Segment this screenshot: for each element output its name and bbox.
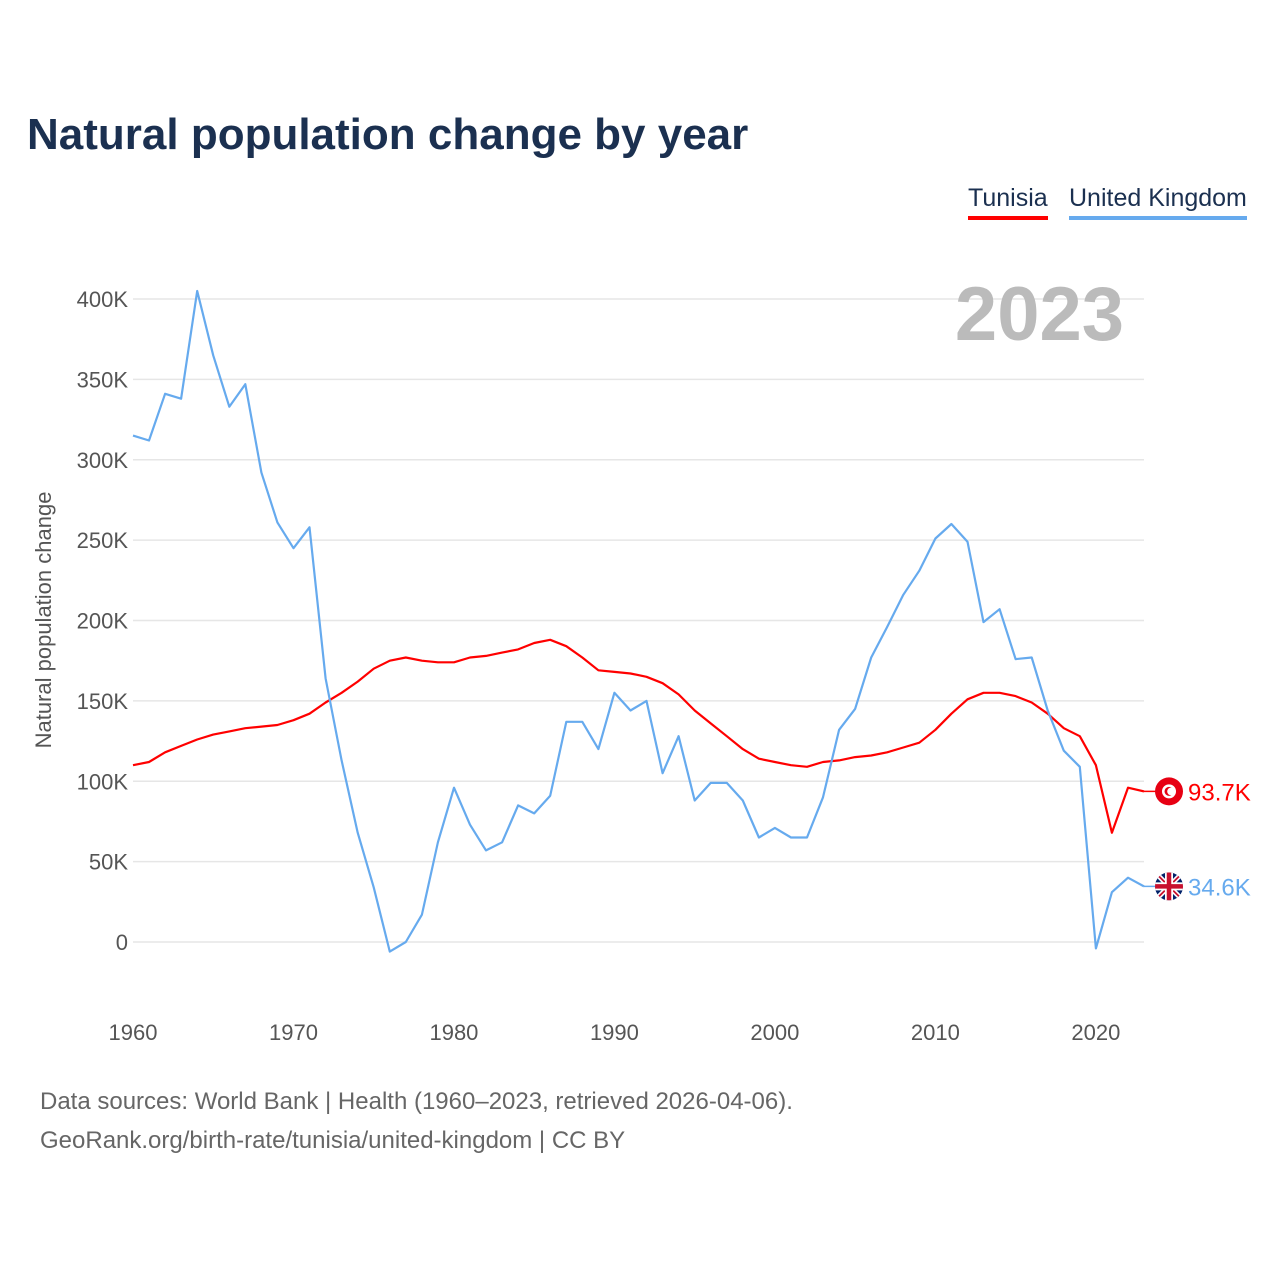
chart-title: Natural population change by year xyxy=(27,110,749,159)
series-line-united-kingdom xyxy=(132,289,1145,953)
uk-flag-icon xyxy=(1155,872,1183,901)
y-tick-label: 200K xyxy=(77,609,129,634)
y-tick-label: 250K xyxy=(77,528,129,553)
y-tick-label: 300K xyxy=(77,448,129,473)
flag-crescent-cut xyxy=(1167,787,1175,796)
x-tick-label: 2000 xyxy=(750,1020,799,1045)
tunisia-flag-icon xyxy=(1155,777,1183,806)
series-line-tunisia xyxy=(132,638,1145,834)
y-axis-label: Natural population change xyxy=(31,492,56,749)
x-tick-label: 2010 xyxy=(911,1020,960,1045)
footer-sources: Data sources: World Bank | Health (1960–… xyxy=(40,1088,793,1115)
x-tick-label: 1980 xyxy=(429,1020,478,1045)
x-tick-label: 1990 xyxy=(590,1020,639,1045)
y-tick-label: 150K xyxy=(77,689,129,714)
end-value-label: 93.7K xyxy=(1188,779,1251,806)
flag-body xyxy=(1155,872,1183,901)
flag-cross-red xyxy=(1155,872,1183,901)
y-tick-label: 50K xyxy=(89,850,128,875)
y-tick-label: 100K xyxy=(77,769,129,794)
legend-item-united-kingdom[interactable]: United Kingdom xyxy=(1069,184,1247,220)
x-tick-label: 1970 xyxy=(269,1020,318,1045)
y-tick-label: 400K xyxy=(77,287,129,312)
end-value-label: 34.6K xyxy=(1188,874,1251,901)
footer-link[interactable]: GeoRank.org/birth-rate/tunisia/united-ki… xyxy=(40,1127,626,1154)
y-tick-label: 0 xyxy=(116,930,128,955)
year-watermark: 2023 xyxy=(955,272,1124,357)
y-tick-label: 350K xyxy=(77,367,129,392)
legend-item-tunisia[interactable]: Tunisia xyxy=(968,184,1048,220)
x-tick-label: 2020 xyxy=(1071,1020,1120,1045)
x-tick-label: 1960 xyxy=(109,1020,158,1045)
